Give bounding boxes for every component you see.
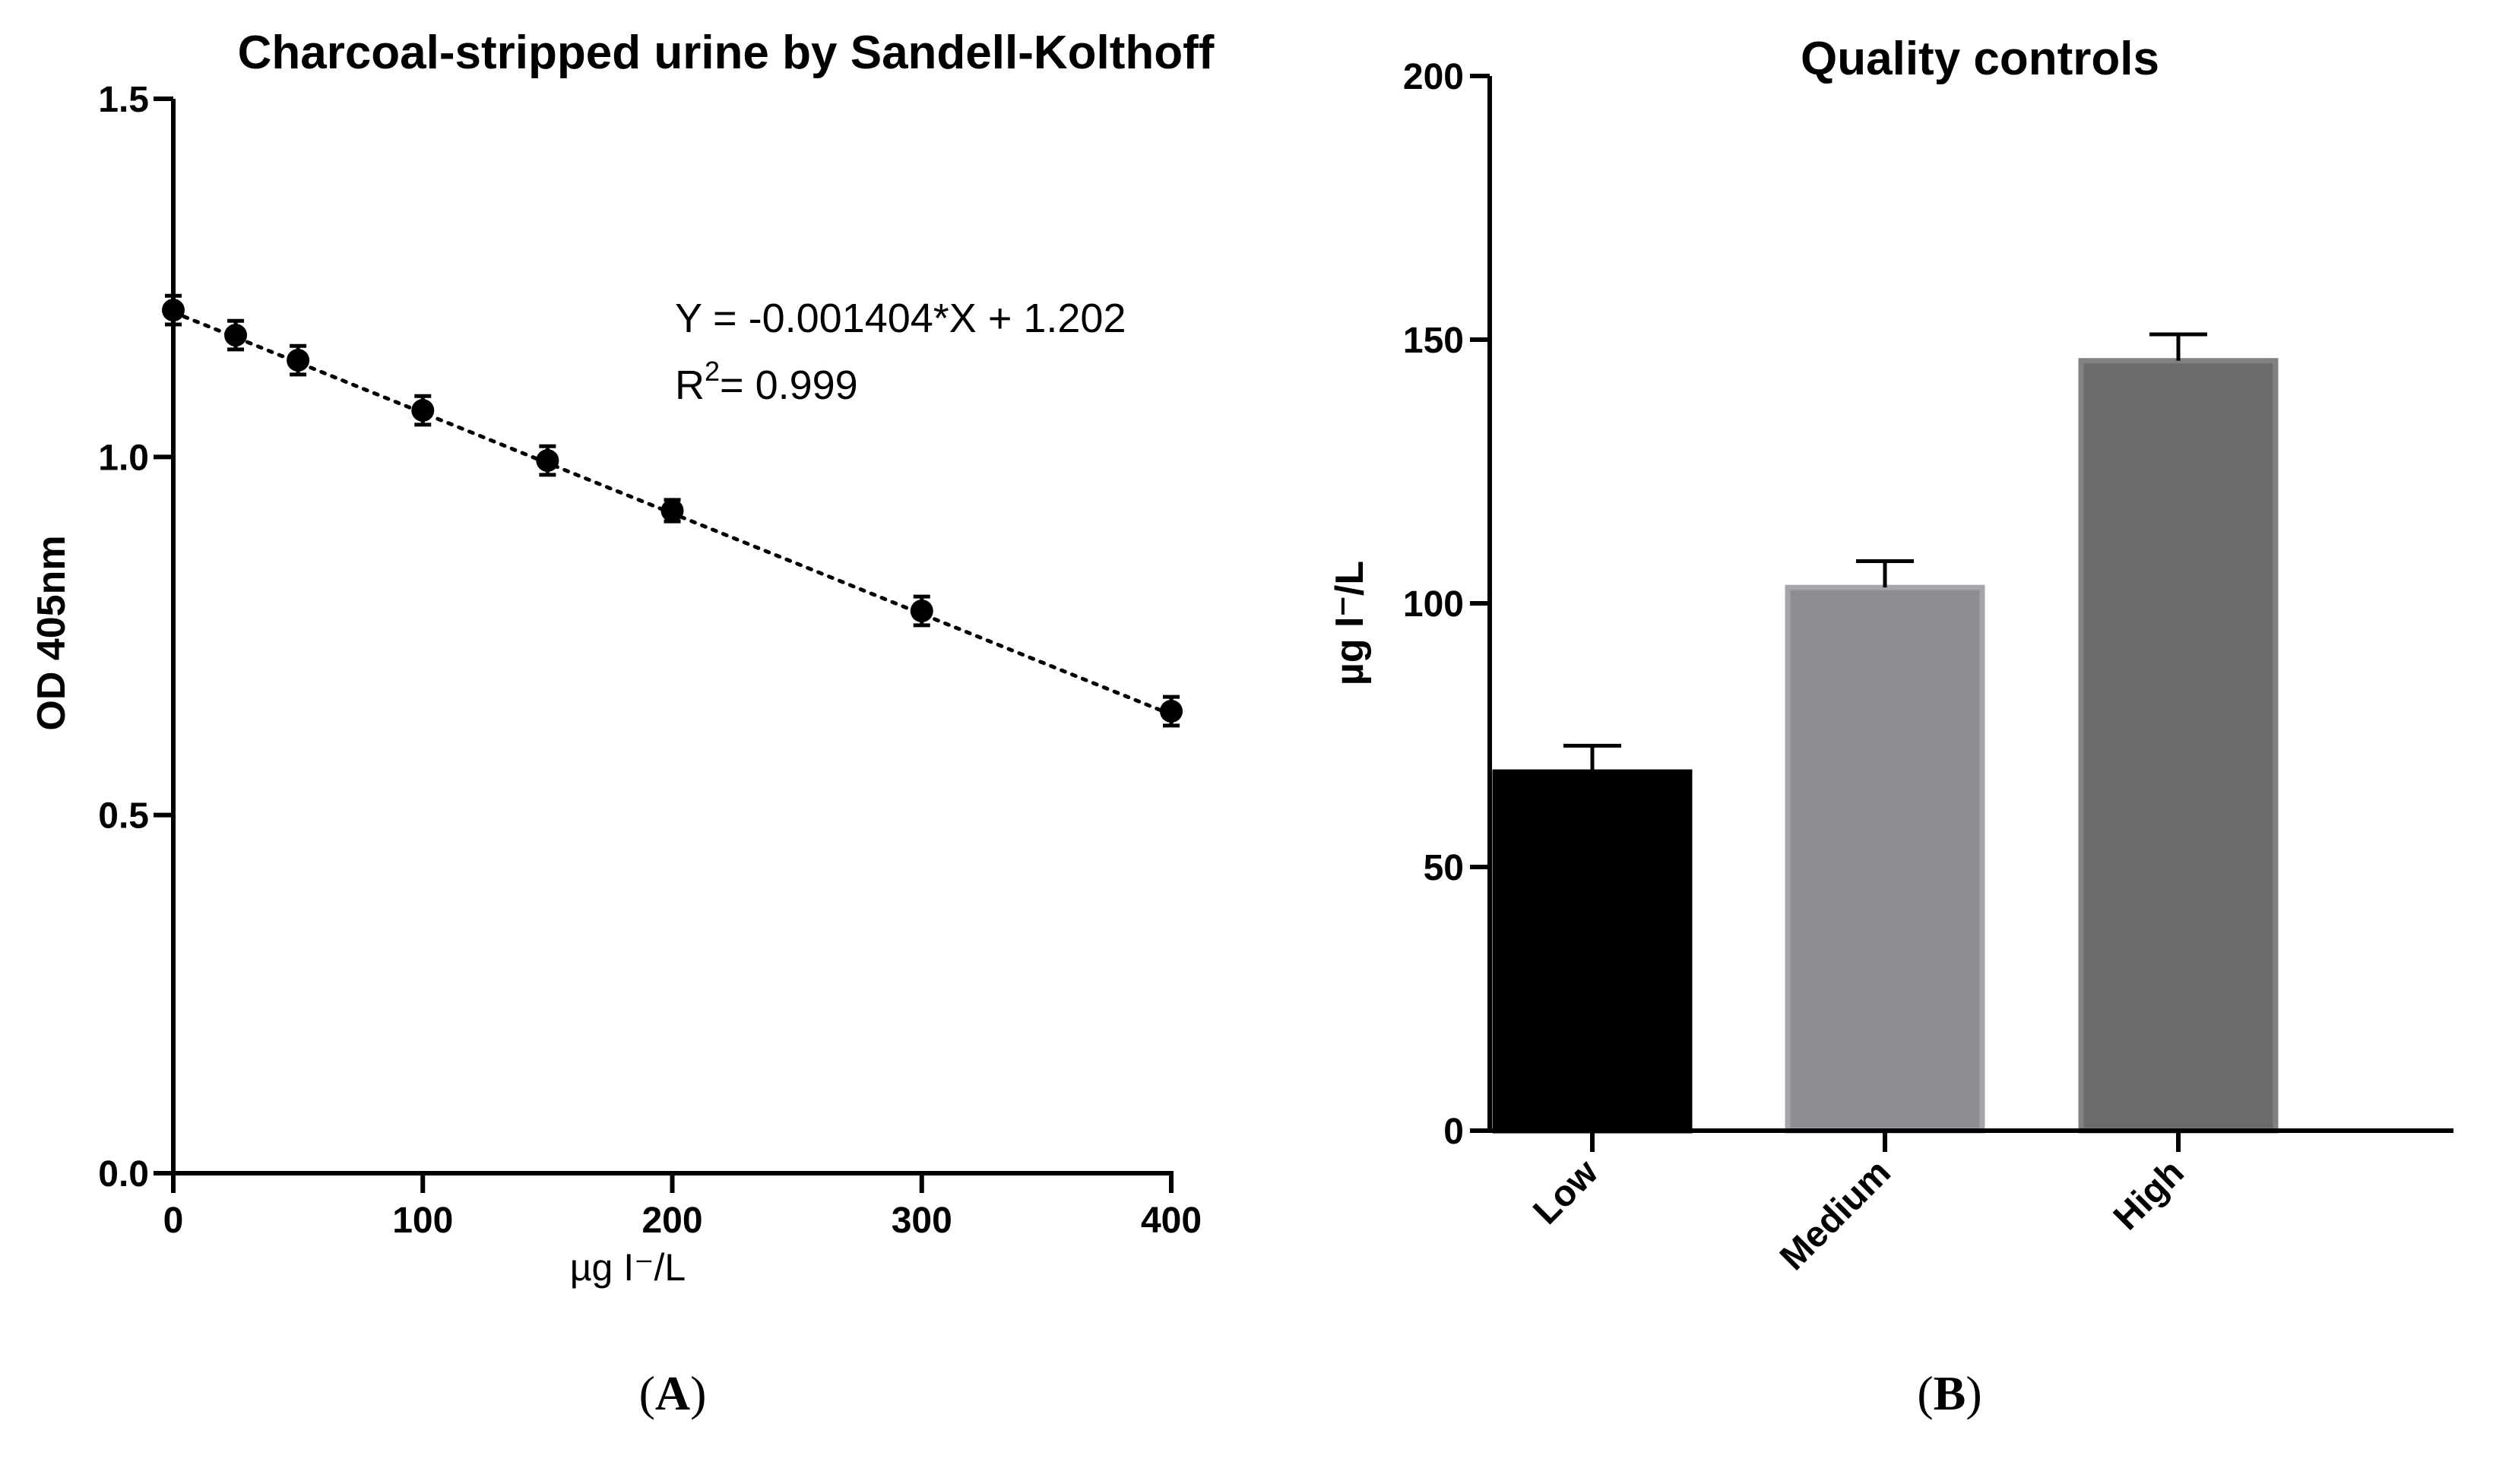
panel-a-data-point: [910, 600, 933, 623]
r2-superscript: 2: [705, 356, 720, 387]
panel-a-y-tick-label: 0.5: [98, 796, 149, 837]
panel-b-bar: [1492, 769, 1693, 1134]
panel-a-data-point: [162, 299, 185, 322]
panel-a-data-point: [224, 324, 248, 347]
panel-a-data-point: [536, 449, 559, 473]
panel-b-plot-area: 0 50 100 150 200 Low Medium High: [1403, 57, 2453, 1278]
panel-b-category-label: Medium: [1772, 1152, 1899, 1278]
panel-b-y-tick-label: 0: [1443, 1112, 1464, 1152]
panel-b-category-label: Low: [1525, 1152, 1606, 1232]
panel-b-category-label: High: [2106, 1152, 2192, 1238]
panel-label-a-close: ): [690, 1366, 706, 1420]
panel-label-b-open: (: [1917, 1366, 1933, 1420]
panel-b-y-tick-label: 150: [1403, 321, 1464, 361]
panel-label-a: (A): [639, 1366, 707, 1420]
panel-label-b-letter: B: [1934, 1366, 1966, 1420]
panel-a-fit-equation: Y = -0.001404*X + 1.202: [675, 296, 1126, 341]
panel-a-y-tick-label: 1.0: [98, 438, 149, 478]
panel-b-bar: [1785, 584, 1985, 1134]
panel-a-data-point: [411, 399, 435, 422]
panel-a-x-tick-label: 0: [163, 1201, 184, 1241]
panel-a-x-tick-label: 300: [892, 1201, 952, 1241]
panel-b-chart: Quality controls µg I⁻/L 0 50 100 150 200 Low…: [1328, 33, 2453, 1278]
panel-a-data-point: [287, 349, 310, 372]
panel-a-x-tick-label: 400: [1141, 1201, 1202, 1241]
panel-b-y-tick-label: 50: [1424, 848, 1464, 888]
panel-a-x-axis-label: µg I⁻/L: [570, 1246, 686, 1289]
panel-a-r-squared: R2= 0.999: [675, 356, 858, 408]
panel-a-title: Charcoal-stripped urine by Sandell-Kolth…: [238, 27, 1215, 79]
panel-label-b-close: ): [1966, 1366, 1981, 1420]
panel-b-y-tick-label: 200: [1403, 57, 1464, 97]
r2-value: = 0.999: [720, 362, 858, 408]
panel-b-y-tick-label: 100: [1403, 584, 1464, 625]
r2-prefix: R: [675, 362, 705, 408]
panel-a-data-point: [1160, 699, 1183, 723]
panel-a-x-tick-label: 200: [641, 1201, 702, 1241]
panel-a-x-tick-label: 100: [392, 1201, 453, 1241]
panel-b-bar: [2078, 358, 2279, 1134]
panel-a-chart: Charcoal-stripped urine by Sandell-Kolth…: [30, 27, 1215, 1289]
panel-a-y-tick-label: 1.5: [98, 80, 149, 120]
panel-a-y-tick-label: 0.0: [98, 1154, 149, 1194]
panel-b-title: Quality controls: [1801, 33, 2159, 85]
panel-a-y-axis-label: OD 405nm: [30, 535, 74, 730]
panel-a-plot-area: 0.0 0.5 1.0 1.5 0 100 200 300 400: [98, 80, 1202, 1241]
panel-label-b: (B): [1917, 1366, 1981, 1420]
panel-b-y-axis-label: µg I⁻/L: [1328, 561, 1372, 685]
panel-label-a-letter: A: [655, 1366, 690, 1420]
panel-a-data-point: [660, 499, 684, 523]
panel-label-a-open: (: [639, 1366, 655, 1420]
